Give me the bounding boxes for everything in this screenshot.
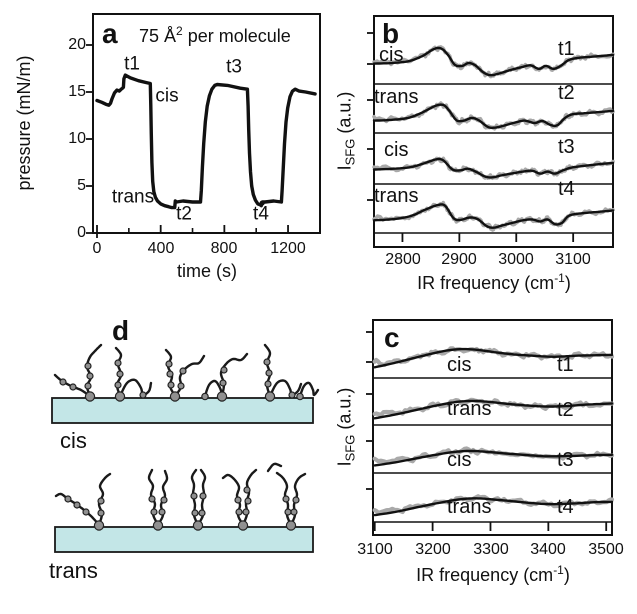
panel-c-plot: [366, 319, 615, 536]
x-tick-b-2800: 2800: [385, 251, 421, 268]
xtitle-c-post: ): [563, 565, 570, 585]
isfg-c-post: (a.u.): [334, 387, 355, 435]
y-axis-title-b: ISFG (a.u.): [334, 91, 358, 171]
isfg-pre: I: [334, 165, 355, 171]
isfg-post: (a.u.): [334, 91, 355, 139]
label-b-t3: t3: [558, 136, 575, 158]
x-axis-title-a: time (s): [177, 261, 237, 281]
xtitle-c-sup: -1: [553, 563, 564, 577]
y-axis-title-a: pressure (mN/m): [14, 55, 34, 191]
xtitle-b-pre: IR frequency (cm: [417, 273, 555, 293]
x-tick-b-3100: 3100: [555, 251, 591, 268]
panel-a-title: 75 Å2 per molecule: [139, 25, 291, 45]
y-tick-a-5: 5: [77, 177, 86, 194]
panel-a-letter: a: [102, 18, 118, 49]
label-b-trans-1: trans: [374, 86, 419, 108]
x-tick-c-3500: 3500: [588, 541, 624, 558]
label-c-t3: t3: [557, 449, 574, 471]
panel-a-title-pre: 75 Å: [139, 26, 177, 46]
panel-b-letter: b: [382, 18, 400, 49]
label-d-cis: cis: [60, 428, 87, 453]
label-b-cis-2: cis: [384, 139, 409, 161]
y-tick-a-0: 0: [77, 224, 86, 241]
annotation-t1: t1: [124, 53, 140, 75]
annotation-cis: cis: [155, 85, 179, 107]
label-b-t2: t2: [558, 82, 575, 104]
isfg-c-pre: I: [334, 461, 355, 467]
x-axis-title-b: IR frequency (cm-1): [417, 272, 571, 292]
xtitle-b-post: ): [564, 273, 571, 293]
label-d-trans: trans: [49, 558, 98, 583]
y-tick-a-20: 20: [68, 36, 86, 53]
label-b-cis-1: cis: [379, 44, 404, 66]
panel-a-title-post: per molecule: [182, 26, 291, 46]
label-b-t4: t4: [558, 178, 575, 200]
annotation-trans: trans: [111, 186, 155, 208]
x-tick-a-400: 400: [147, 240, 175, 257]
xtitle-b-sup: -1: [554, 271, 565, 285]
label-c-t2: t2: [557, 399, 574, 421]
panel-b-plot: [367, 15, 615, 248]
x-axis-title-c: IR frequency (cm-1): [416, 564, 570, 584]
label-c-t4: t4: [557, 496, 574, 518]
annotation-t3: t3: [226, 56, 242, 78]
label-c-trans-1: trans: [447, 398, 492, 420]
panel-a-title-sup: 2: [176, 24, 183, 38]
x-tick-c-3200: 3200: [415, 541, 451, 558]
isfg-sub: SFG: [342, 138, 358, 166]
x-tick-b-3000: 3000: [498, 251, 534, 268]
x-tick-a-0: 0: [92, 240, 102, 257]
x-tick-c-3300: 3300: [473, 541, 509, 558]
annotation-t2: t2: [176, 203, 193, 225]
panel-d-letter: d: [112, 315, 130, 346]
panel-a-plot: [86, 13, 321, 238]
label-c-t1: t1: [557, 354, 574, 376]
panel-c-letter: c: [384, 322, 400, 353]
panel-d-diagram: [51, 343, 320, 553]
label-c-cis-1: cis: [447, 354, 472, 376]
label-b-trans-2: trans: [374, 185, 419, 207]
isfg-c-sub: SFG: [342, 434, 358, 462]
y-tick-a-15: 15: [68, 83, 86, 100]
x-tick-c-3100: 3100: [357, 541, 393, 558]
x-tick-a-1200: 1200: [270, 240, 306, 257]
label-b-t1: t1: [558, 38, 575, 60]
y-axis-title-c: ISFG (a.u.): [334, 387, 358, 467]
annotation-t4: t4: [253, 203, 269, 225]
x-tick-a-800: 800: [210, 240, 238, 257]
x-tick-b-2900: 2900: [441, 251, 477, 268]
y-tick-a-10: 10: [68, 130, 86, 147]
xtitle-c-pre: IR frequency (cm: [416, 565, 554, 585]
x-tick-c-3400: 3400: [530, 541, 566, 558]
label-c-cis-2: cis: [447, 449, 472, 471]
label-c-trans-2: trans: [447, 496, 492, 518]
